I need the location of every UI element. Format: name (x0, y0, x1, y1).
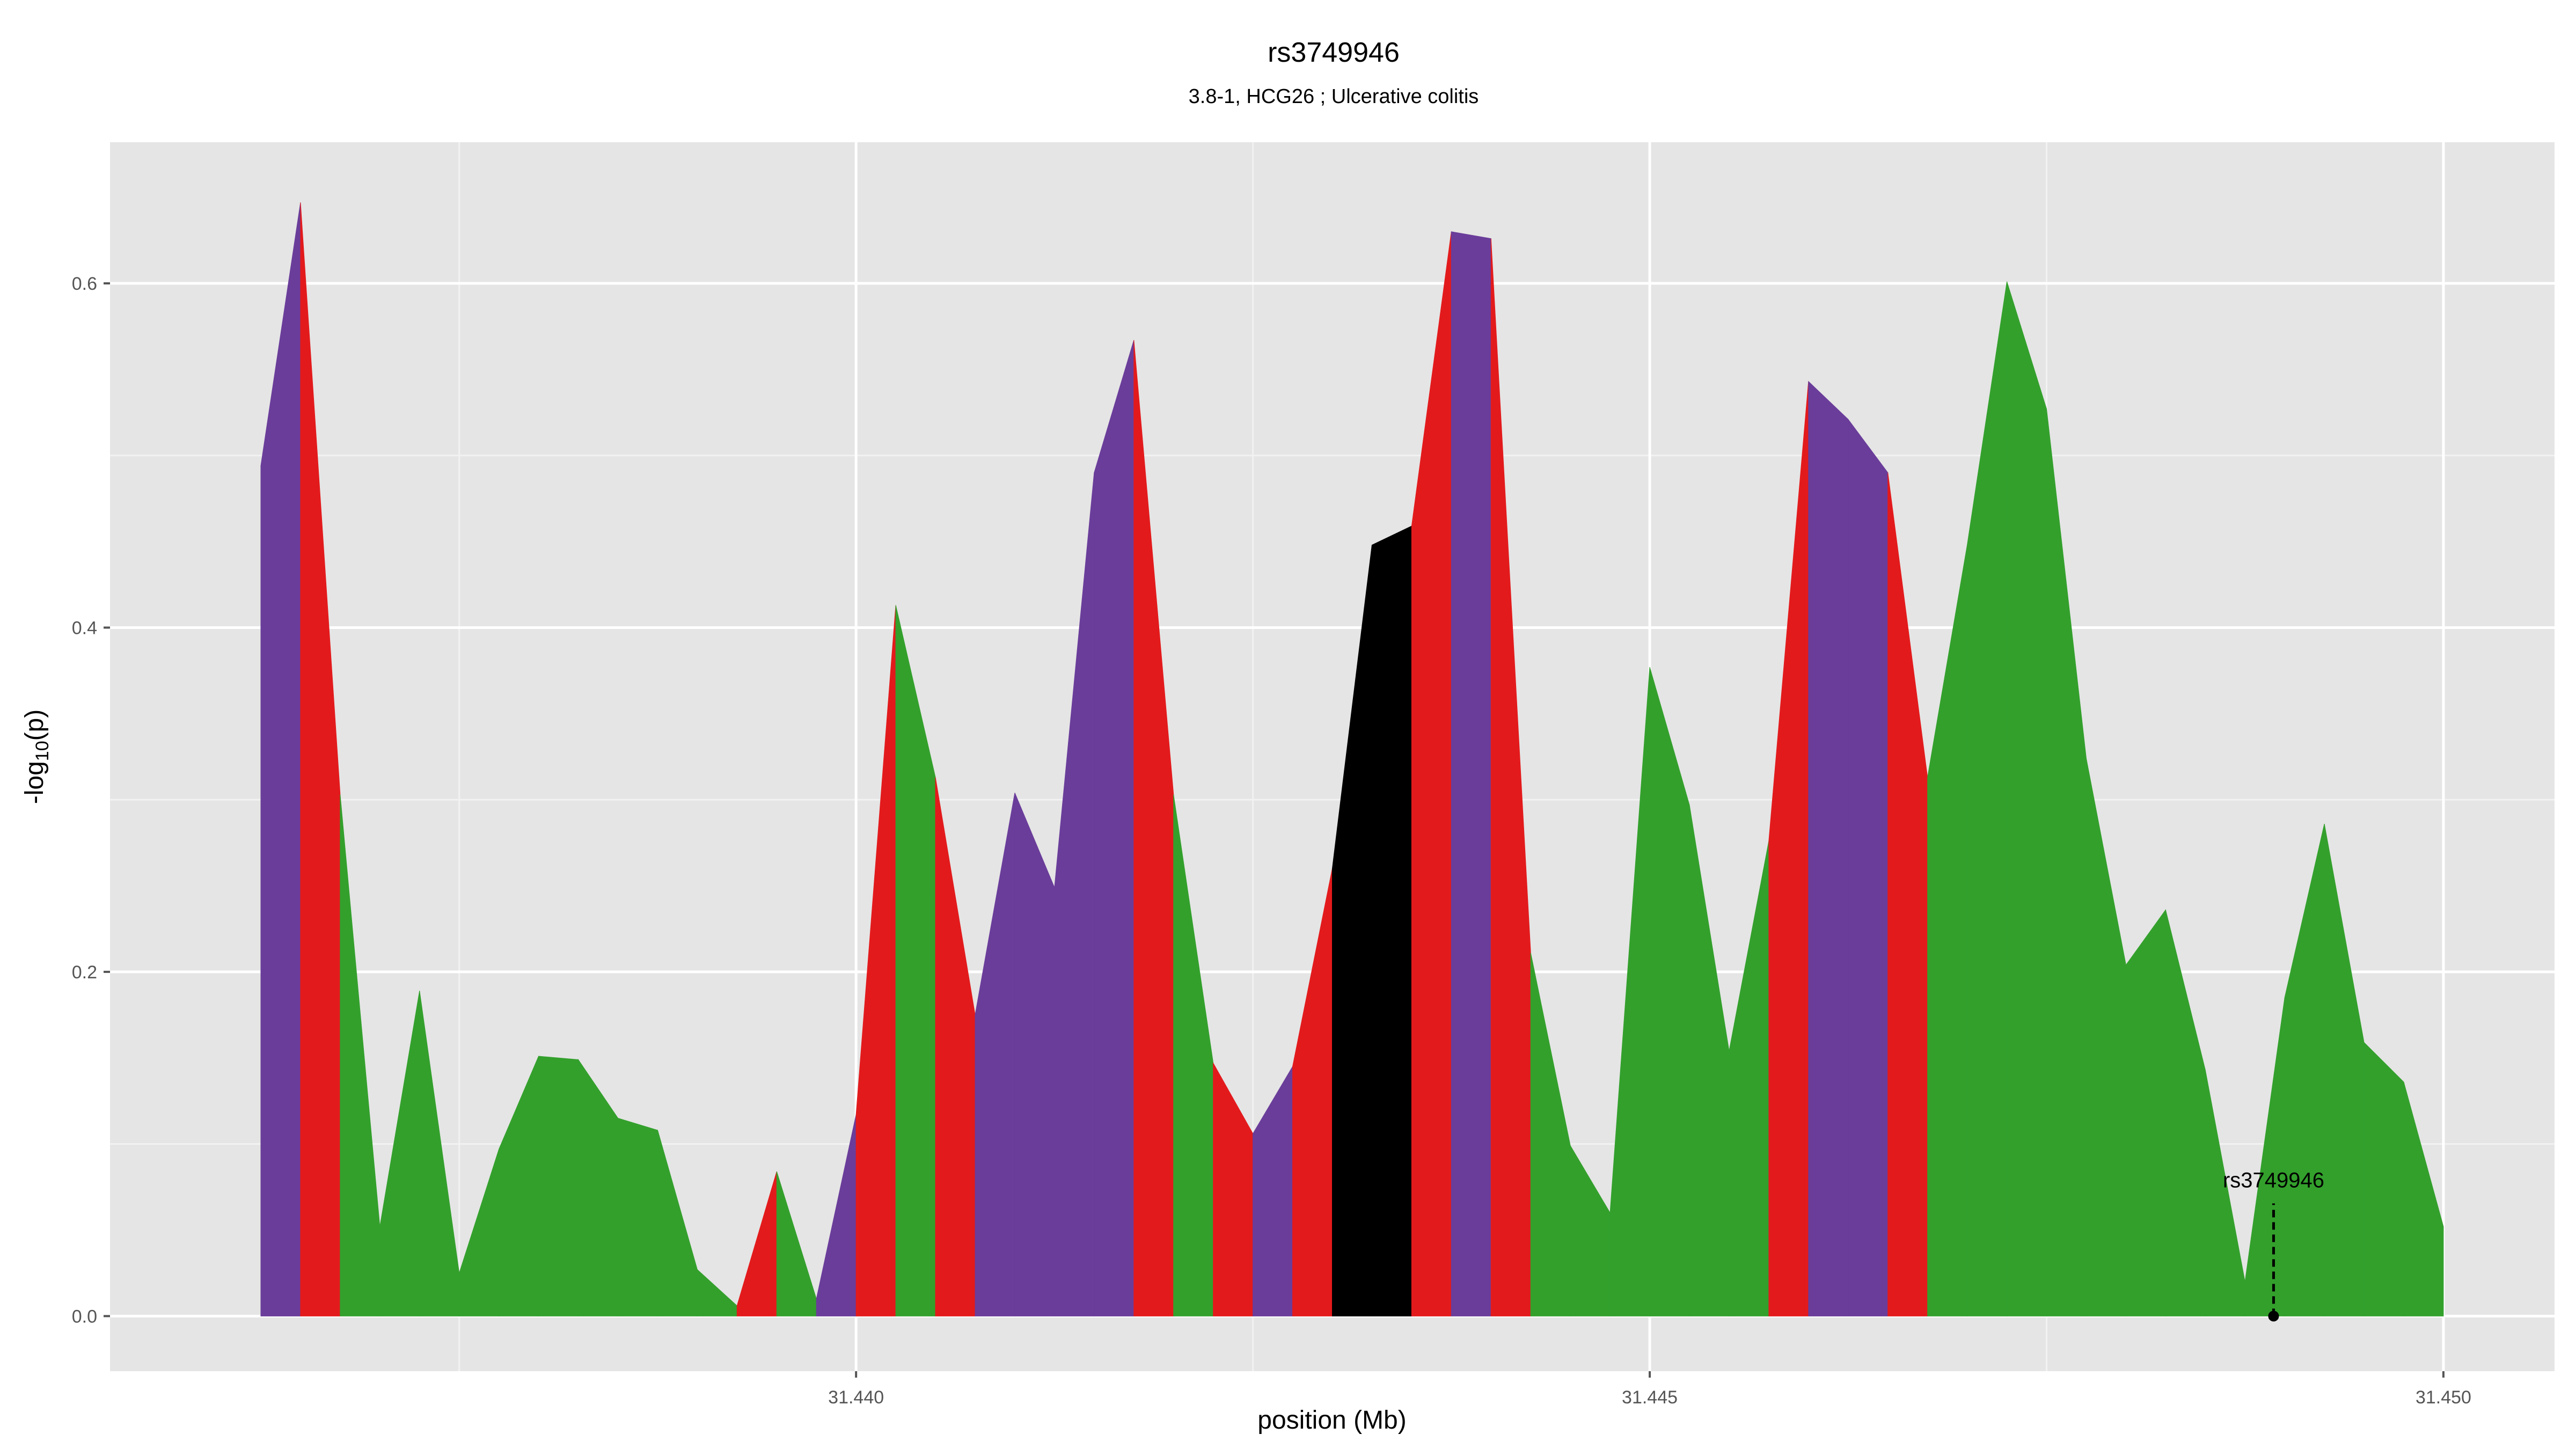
area-band-40 (1848, 418, 1889, 1316)
area-band-54 (2403, 1082, 2444, 1316)
x-tick-label: 31.450 (2416, 1387, 2471, 1408)
annotation: rs3749946 (2223, 1168, 2324, 1322)
annotation-label: rs3749946 (2223, 1168, 2324, 1192)
area-band-39 (1808, 380, 1849, 1316)
y-axis-label-subscript: 10 (32, 741, 53, 761)
area-bands (260, 202, 2444, 1316)
area-band-30 (1451, 231, 1491, 1316)
area-band-9 (617, 1117, 658, 1316)
y-tick-label: 0.6 (72, 274, 97, 294)
area-band-44 (2007, 281, 2047, 1316)
chart-title: rs3749946 (1268, 37, 1400, 68)
y-tick-label: 0.2 (72, 962, 97, 983)
x-tick-label: 31.445 (1622, 1387, 1678, 1408)
y-axis-label: -log10(p) (20, 709, 53, 804)
area-band-7 (538, 1056, 579, 1316)
area-band-28 (1371, 525, 1412, 1316)
x-axis-label: position (Mb) (1257, 1406, 1406, 1435)
y-tick-label: 0.4 (72, 618, 97, 638)
x-axis-ticks: 31.440 31.445 31.450 (828, 1371, 2471, 1408)
x-tick-label: 31.440 (828, 1387, 884, 1408)
area-band-53 (2363, 1042, 2404, 1316)
y-axis-ticks: 0.0 0.2 0.4 0.6 (72, 274, 110, 1327)
y-axis-label-main: -log (20, 761, 49, 804)
annotation-point (2268, 1311, 2279, 1322)
area-band-47 (2125, 909, 2166, 1316)
y-axis-label-tail: (p) (20, 709, 49, 741)
y-tick-label: 0.0 (72, 1306, 97, 1327)
chart-subtitle: 3.8-1, HCG26 ; Ulcerative colitis (1189, 85, 1479, 108)
area-band-21 (1094, 340, 1135, 1316)
